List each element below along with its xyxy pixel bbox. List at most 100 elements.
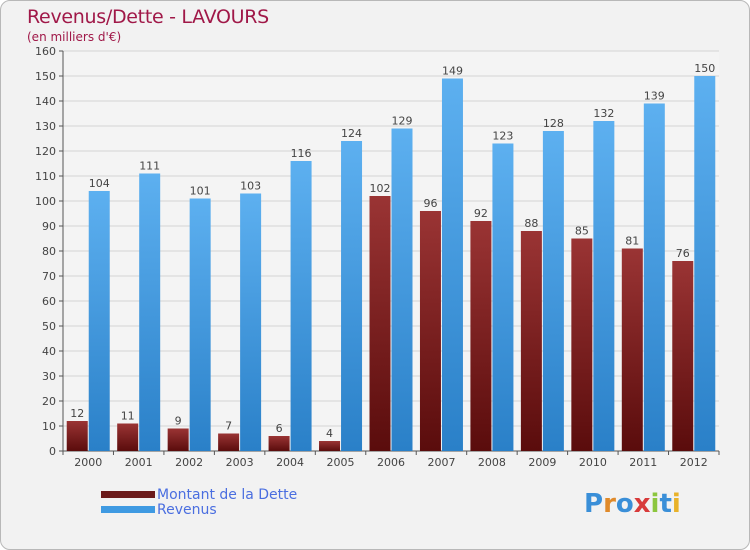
- x-tick-label: 2007: [427, 456, 455, 469]
- y-tick-label: 120: [35, 145, 56, 158]
- y-tick-label: 80: [42, 245, 56, 258]
- data-label-revenue: 150: [694, 62, 715, 75]
- logo-letter: i: [650, 489, 660, 519]
- y-tick-label: 70: [42, 270, 56, 283]
- data-label-revenue: 132: [593, 107, 614, 120]
- bar-revenue: [189, 198, 211, 451]
- bar-revenue: [88, 191, 110, 451]
- x-tick-label: 2000: [74, 456, 102, 469]
- x-tick-label: 2009: [528, 456, 556, 469]
- bar-debt: [167, 428, 189, 451]
- data-label-revenue: 124: [341, 127, 362, 140]
- legend-label-debt: Montant de la Dette: [157, 486, 298, 503]
- data-label-revenue: 149: [442, 65, 463, 78]
- x-tick-label: 2011: [629, 456, 657, 469]
- legend-item-revenue: Revenus: [101, 501, 297, 518]
- y-tick-label: 50: [42, 320, 56, 333]
- chart-subtitle: (en milliers d'€): [27, 30, 122, 44]
- y-tick-label: 60: [42, 295, 56, 308]
- bar-debt: [66, 421, 88, 451]
- data-label-revenue: 123: [492, 130, 513, 143]
- bars: [66, 76, 716, 451]
- y-tick-label: 40: [42, 345, 56, 358]
- x-tick-label: 2001: [125, 456, 153, 469]
- proxiti-logo: Proxiti: [584, 489, 681, 519]
- y-tick-label: 30: [42, 370, 56, 383]
- bar-revenue: [391, 128, 413, 451]
- data-label-debt: 6: [276, 422, 283, 435]
- bar-revenue: [341, 141, 363, 451]
- y-tick-label: 150: [35, 70, 56, 83]
- data-label-debt: 85: [575, 225, 589, 238]
- legend-swatch-revenue: [101, 506, 155, 513]
- x-tick-label: 2002: [175, 456, 203, 469]
- data-label-revenue: 111: [139, 160, 160, 173]
- data-label-revenue: 128: [543, 117, 564, 130]
- data-label-debt: 11: [121, 410, 135, 423]
- y-tick-label: 20: [42, 395, 56, 408]
- x-tick-label: 2008: [478, 456, 506, 469]
- y-tick-label: 100: [35, 195, 56, 208]
- y-tick-label: 90: [42, 220, 56, 233]
- bar-debt: [621, 248, 643, 451]
- logo-letter: i: [671, 489, 681, 519]
- x-tick-label: 2012: [680, 456, 708, 469]
- data-labels: 1210411111910171036116412410212996149921…: [70, 62, 715, 440]
- data-label-debt: 81: [625, 235, 639, 248]
- legend-label-revenue: Revenus: [157, 501, 217, 518]
- bar-debt: [470, 221, 492, 451]
- data-label-revenue: 139: [644, 90, 665, 103]
- data-label-debt: 92: [474, 207, 488, 220]
- bar-revenue: [492, 143, 514, 451]
- bar-revenue: [441, 78, 463, 451]
- bar-debt: [520, 231, 542, 451]
- data-label-debt: 12: [70, 407, 84, 420]
- data-label-revenue: 129: [392, 115, 413, 128]
- data-label-debt: 96: [423, 197, 437, 210]
- bar-debt: [319, 441, 341, 451]
- data-label-debt: 4: [326, 427, 333, 440]
- data-label-revenue: 104: [89, 177, 110, 190]
- bar-debt: [419, 211, 441, 451]
- logo-letter: x: [633, 489, 651, 519]
- data-label-debt: 88: [524, 217, 538, 230]
- data-label-debt: 76: [676, 247, 690, 260]
- data-label-debt: 102: [370, 182, 391, 195]
- data-label-debt: 7: [225, 420, 232, 433]
- legend-item-debt: Montant de la Dette: [101, 486, 298, 503]
- bar-revenue: [290, 161, 312, 451]
- y-tick-label: 160: [35, 45, 56, 58]
- x-tick-label: 2005: [327, 456, 355, 469]
- bar-debt: [571, 238, 593, 451]
- y-tick-label: 110: [35, 170, 56, 183]
- bar-revenue: [643, 103, 665, 451]
- logo-letter: r: [603, 489, 616, 519]
- data-label-debt: 9: [175, 415, 182, 428]
- y-tick-label: 140: [35, 95, 56, 108]
- y-tick-label: 0: [49, 445, 56, 458]
- legend: Montant de la Dette Revenus: [101, 486, 298, 518]
- bar-revenue: [694, 76, 716, 451]
- chart-title: Revenus/Dette - LAVOURS: [27, 6, 269, 28]
- bar-revenue: [240, 193, 262, 451]
- x-tick-label: 2003: [226, 456, 254, 469]
- bar-revenue: [542, 131, 564, 451]
- data-label-revenue: 103: [240, 180, 261, 193]
- grid-lines: [63, 50, 719, 451]
- data-label-revenue: 101: [190, 185, 211, 198]
- logo-letter: P: [584, 489, 604, 519]
- logo-letter: t: [659, 489, 672, 519]
- y-tick-label: 130: [35, 120, 56, 133]
- logo-letter: o: [615, 489, 634, 519]
- y-tick-label: 10: [42, 420, 56, 433]
- bar-revenue: [139, 173, 161, 451]
- bar-debt: [672, 261, 694, 451]
- bar-debt: [117, 423, 139, 451]
- x-tick-label: 2004: [276, 456, 304, 469]
- data-label-revenue: 116: [291, 147, 312, 160]
- bar-revenue: [593, 121, 615, 451]
- bar-debt: [218, 433, 240, 451]
- x-tick-label: 2006: [377, 456, 405, 469]
- bar-debt: [369, 196, 391, 451]
